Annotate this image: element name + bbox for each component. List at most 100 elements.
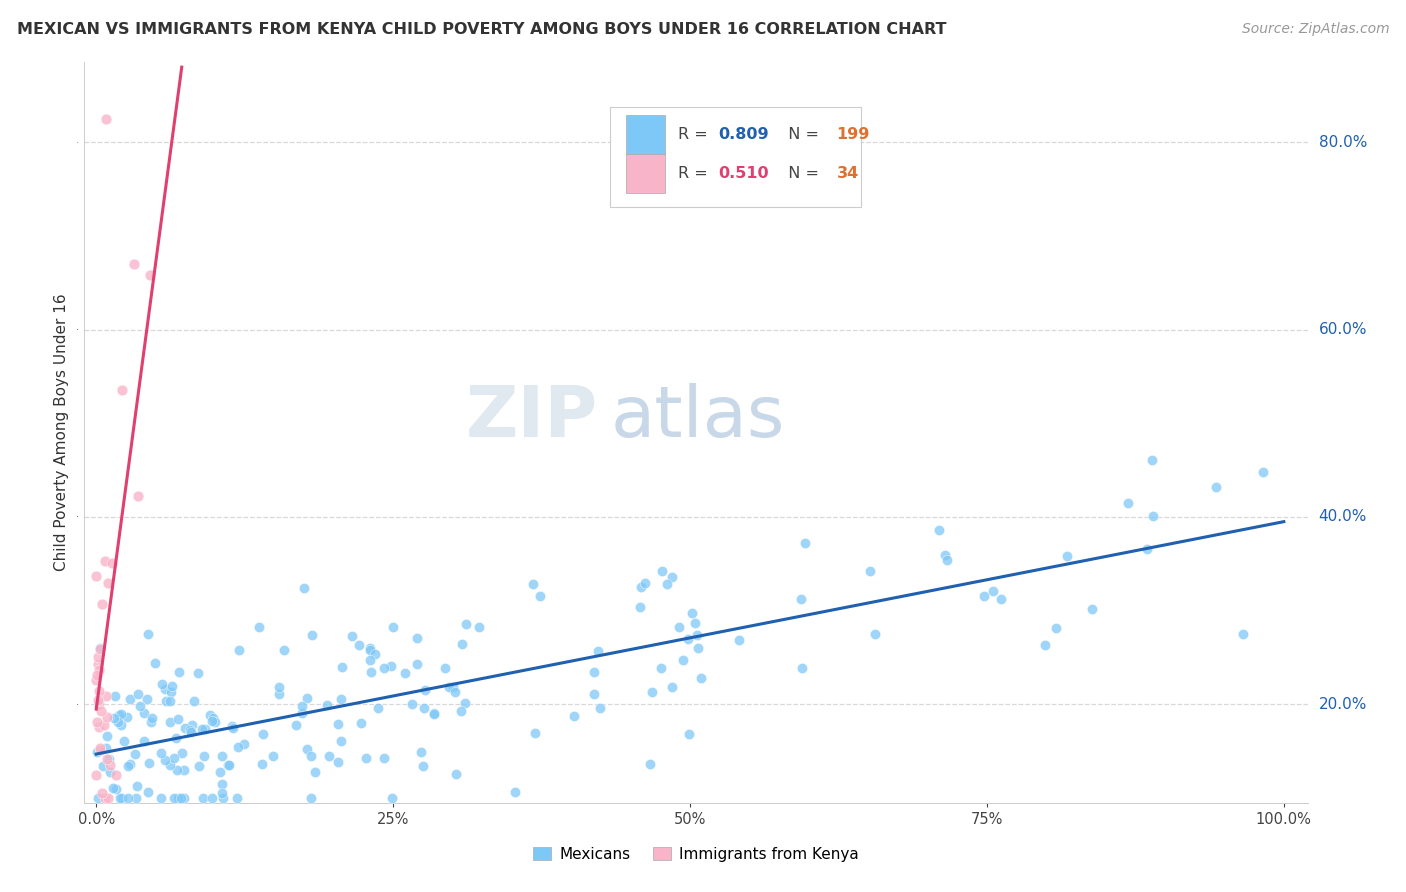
Point — [315, 698, 337, 712]
Point — [201, 791, 224, 805]
Point — [125, 791, 148, 805]
Point — [155, 694, 177, 708]
Point — [163, 750, 186, 764]
Point — [295, 690, 318, 705]
Point — [159, 694, 181, 708]
Point — [179, 723, 201, 737]
Point — [87, 663, 110, 677]
Point — [104, 690, 127, 704]
Point — [1045, 621, 1067, 635]
Point — [127, 686, 149, 700]
Point — [628, 600, 651, 615]
Point — [198, 708, 221, 723]
Point — [792, 661, 814, 675]
Point — [1033, 638, 1056, 652]
Point — [668, 620, 690, 634]
Point — [382, 620, 405, 634]
Point — [297, 741, 319, 756]
Point — [173, 763, 195, 777]
Point — [641, 685, 664, 699]
Point — [94, 112, 117, 126]
Point — [89, 642, 111, 657]
Point — [269, 680, 291, 694]
Text: 199: 199 — [837, 127, 870, 142]
Point — [728, 632, 751, 647]
Point — [790, 592, 813, 607]
Point — [529, 589, 551, 603]
Point — [172, 746, 194, 760]
Point — [181, 717, 204, 731]
Point — [444, 685, 467, 699]
Point — [218, 757, 240, 772]
Text: 0.809: 0.809 — [718, 127, 769, 142]
FancyBboxPatch shape — [626, 154, 665, 193]
Point — [252, 727, 274, 741]
Point — [863, 627, 886, 641]
FancyBboxPatch shape — [626, 115, 665, 153]
Point — [441, 680, 464, 694]
Point — [1140, 453, 1163, 467]
Point — [650, 661, 672, 675]
Point — [359, 643, 381, 657]
Point — [291, 698, 314, 713]
Point — [110, 718, 132, 732]
Point — [86, 569, 108, 583]
Point — [143, 656, 166, 670]
Point — [87, 791, 110, 805]
Point — [96, 729, 118, 743]
Point — [217, 758, 239, 772]
Point — [250, 757, 273, 772]
Point — [159, 758, 181, 772]
Point — [163, 791, 186, 805]
Point — [299, 791, 322, 805]
Point — [394, 665, 416, 680]
Point — [94, 741, 117, 756]
Point — [138, 627, 160, 641]
Point — [174, 721, 197, 735]
Point — [928, 523, 950, 537]
Point — [661, 680, 683, 694]
Point — [138, 268, 160, 282]
Point — [93, 718, 115, 732]
Point — [187, 666, 209, 681]
Point — [638, 756, 661, 771]
Point — [562, 709, 585, 723]
Point — [86, 714, 108, 729]
Text: N =: N = — [778, 166, 824, 181]
Point — [683, 615, 706, 630]
Point — [318, 749, 340, 764]
Point — [98, 764, 121, 779]
Point — [138, 756, 160, 770]
Point — [373, 661, 395, 675]
Point — [273, 642, 295, 657]
Point — [456, 616, 478, 631]
Point — [89, 640, 111, 655]
Point — [91, 786, 114, 800]
Point — [1116, 495, 1139, 509]
Point — [166, 763, 188, 777]
FancyBboxPatch shape — [610, 107, 860, 207]
Point — [103, 711, 125, 725]
Point — [586, 644, 609, 658]
Point — [990, 592, 1012, 607]
Point — [367, 701, 389, 715]
Point — [1081, 602, 1104, 616]
Point — [153, 681, 176, 696]
Point — [167, 665, 190, 679]
Point — [444, 767, 467, 781]
Point — [373, 750, 395, 764]
Point — [678, 727, 700, 741]
Point — [222, 721, 245, 735]
Point — [127, 489, 149, 503]
Point — [120, 691, 142, 706]
Point — [111, 791, 134, 805]
Point — [356, 750, 378, 764]
Point — [150, 746, 173, 760]
Point — [191, 722, 214, 736]
Point — [634, 575, 657, 590]
Point — [129, 698, 152, 713]
Text: 34: 34 — [837, 166, 859, 181]
Point — [437, 680, 460, 694]
Point — [304, 765, 326, 780]
Point — [360, 665, 382, 679]
